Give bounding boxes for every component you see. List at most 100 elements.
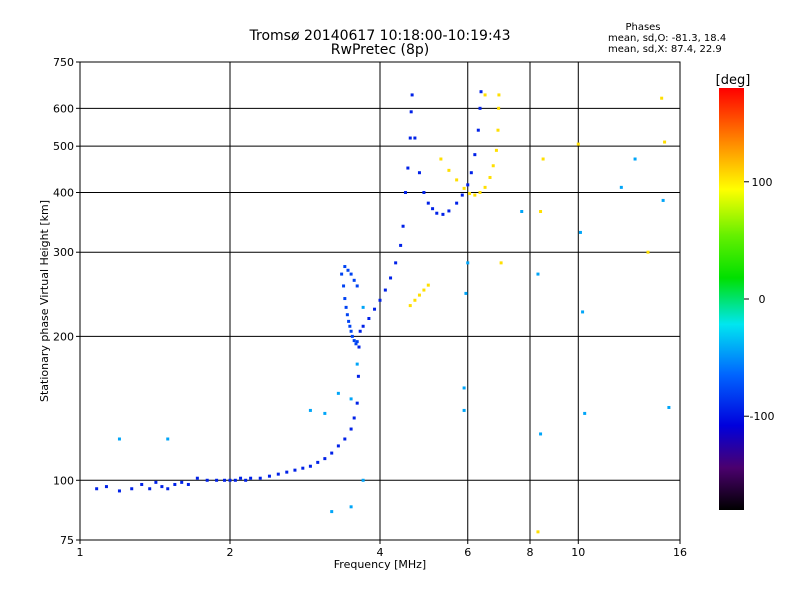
data-point-o-mode-low [276,472,280,476]
y-tick-label: 500 [53,140,74,153]
data-point-o-mode-low [349,427,353,431]
data-point-o-mode-low [355,401,359,405]
data-point-o-mode-low [435,211,439,215]
data-point-scatter-echoes [308,408,312,412]
y-tick-label: 600 [53,102,74,115]
x-tick-label: 2 [227,546,234,559]
data-point-o-mode-cusp [355,340,359,344]
data-point-o-mode-low [180,480,184,484]
data-point-scatter-echoes [349,397,353,401]
data-point-o-mode-low [401,224,405,228]
data-point-o-mode-low [239,476,243,480]
data-point-o-mode-low [383,288,387,292]
data-point-scatter-warm [536,530,540,534]
data-point-o-mode-low [160,485,164,489]
data-point-o-mode-low [469,171,473,175]
data-point-scatter-warm [541,157,545,161]
chart-title: Tromsø 20140617 10:18:00-10:19:43 [249,28,511,44]
data-point-o-mode-cusp [350,334,354,338]
data-point-scatter-echoes [633,157,637,161]
data-point-o-mode-low [417,171,421,175]
data-points [95,90,671,534]
data-point-o-mode-low [361,324,365,328]
y-axis-label: Stationary phase Virtual Height [km] [38,200,51,402]
data-point-scatter-echoes [166,437,170,441]
y-tick-label: 300 [53,246,74,259]
data-point-o-mode-low [352,416,356,420]
y-axis-ticks: 75 100 200 300 400 500 600 750 [53,56,80,547]
data-point-x-mode [497,106,501,110]
data-point-o-mode-low [293,468,297,472]
data-point-scatter-echoes [661,198,665,202]
data-point-x-mode [455,178,459,182]
data-point-o-mode-low [323,457,327,461]
data-point-o-mode-low [173,482,177,486]
y-tick-label: 750 [53,56,74,69]
data-point-o-mode-low [148,487,152,491]
colorbar [719,88,744,510]
data-point-o-mode-low [166,487,170,491]
phases-o-stats: mean, sd,O: -81.3, 18.4 [608,33,726,44]
data-point-scatter-echoes [117,437,121,441]
data-point-o-mode-low [244,478,248,482]
data-point-o-mode-low [285,470,289,474]
colorbar-tick-label: 0 [759,293,766,306]
data-point-x-mode [488,175,492,179]
data-point-o-mode-low [205,478,209,482]
data-point-x-mode [473,193,477,197]
phases-label: Phases [625,22,660,33]
data-point-o-mode-cusp [343,297,347,301]
data-point-x-mode [462,186,466,190]
data-point-o-mode-low [104,485,108,489]
data-point-o-mode-low [215,478,219,482]
data-point-scatter-echoes [336,391,340,395]
data-point-scatter-echoes [323,411,327,415]
data-point-scatter-echoes [539,432,543,436]
data-point-o-mode-low [308,464,312,468]
data-point-o-mode-low [431,207,435,211]
data-point-x-mode [494,148,498,152]
data-point-o-mode-low [358,329,362,333]
x-tick-label: 4 [377,546,384,559]
data-point-o-mode-cusp [349,329,353,333]
data-point-o-mode-low [195,476,199,480]
x-tick-label: 8 [527,546,534,559]
data-point-scatter-echoes [583,411,587,415]
data-point-x-mode [447,168,451,172]
data-point-scatter-echoes [581,310,585,314]
x-tick-label: 1 [77,546,84,559]
data-point-x-mode [422,288,426,292]
data-point-o-mode-low [394,261,398,265]
data-point-o-mode-low [466,183,470,187]
data-point-scatter-echoes [330,510,334,514]
data-point-o-mode-low [378,298,382,302]
data-point-x-mode [468,192,472,196]
data-point-o-mode-low [258,476,262,480]
data-point-o-mode-low [473,153,477,157]
data-point-x-mode [408,304,412,308]
data-point-scatter-echoes [464,291,468,295]
data-point-o-mode-low [408,136,412,140]
data-point-o-mode-low [460,193,464,197]
phases-x-stats: mean, sd,X: 87.4, 22.9 [608,44,722,55]
data-point-o-mode-cusp [340,272,344,276]
colorbar-unit: [deg] [716,73,751,88]
data-point-scatter-warm [483,93,487,97]
x-axis-label: Frequency [MHz] [334,558,426,571]
data-point-x-mode [496,128,500,132]
data-point-o-mode-low [186,482,190,486]
data-point-o-mode-cusp [352,278,356,282]
data-point-scatter-echoes [520,210,524,214]
x-tick-label: 16 [673,546,687,559]
data-point-o-mode-cusp [354,342,358,346]
data-point-o-mode-low [130,487,134,491]
data-point-x-mode [426,283,430,287]
data-point-scatter-warm [663,140,667,144]
data-point-o-mode-low [399,243,403,247]
data-point-x-mode [417,293,421,297]
x-tick-label: 6 [464,546,471,559]
data-point-o-mode-low [447,209,451,213]
data-point-o-mode-low [403,190,407,194]
data-point-o-mode-low [249,476,253,480]
